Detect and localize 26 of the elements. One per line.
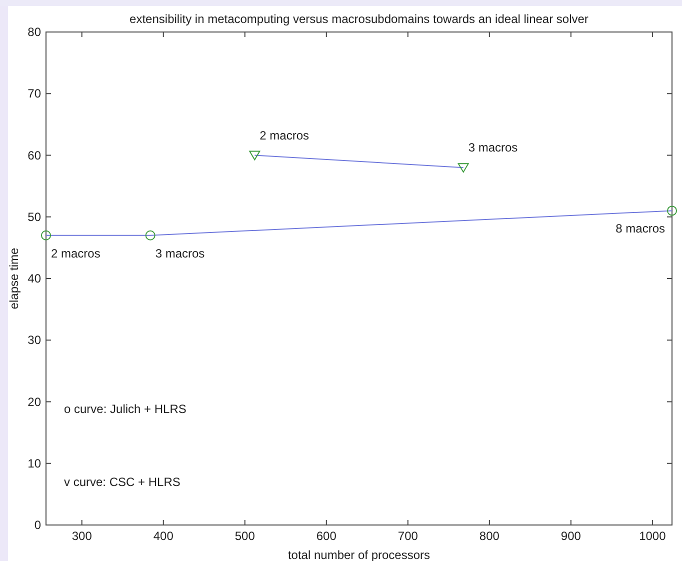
y-tick-label: 60 <box>28 148 42 162</box>
annotation: 3 macros <box>155 246 205 260</box>
y-axis-title: elapse time <box>7 247 21 310</box>
annotation: 2 macros <box>51 246 100 260</box>
y-tick-label: 40 <box>28 272 42 286</box>
annotation: 8 macros <box>616 222 665 236</box>
y-tick-label: 70 <box>28 86 42 101</box>
annotation: 2 macros <box>260 128 310 142</box>
x-tick-label: 600 <box>316 529 337 543</box>
y-tick-label: 10 <box>28 456 42 470</box>
x-tick-label: 500 <box>234 529 256 543</box>
chart-title: extensibility in metacomputing versus macrosubdomains towards an ideal linear solver <box>130 12 588 26</box>
y-tick-label: 30 <box>28 333 42 348</box>
annotation: o curve: Julich + HLRS <box>64 402 186 416</box>
y-tick-label: 80 <box>28 25 42 39</box>
x-tick-label: 1000 <box>639 529 666 543</box>
annotation: 3 macros <box>468 140 518 155</box>
y-tick-label: 50 <box>28 210 42 224</box>
x-tick-label: 300 <box>72 529 92 543</box>
x-tick-label: 700 <box>398 529 418 543</box>
x-tick-label: 900 <box>560 529 582 543</box>
y-tick-label: 0 <box>34 518 42 532</box>
annotation: v curve: CSC + HLRS <box>64 475 180 489</box>
y-tick-label: 20 <box>28 394 42 409</box>
x-tick-label: 800 <box>479 529 500 543</box>
x-tick-label: 400 <box>153 529 174 543</box>
